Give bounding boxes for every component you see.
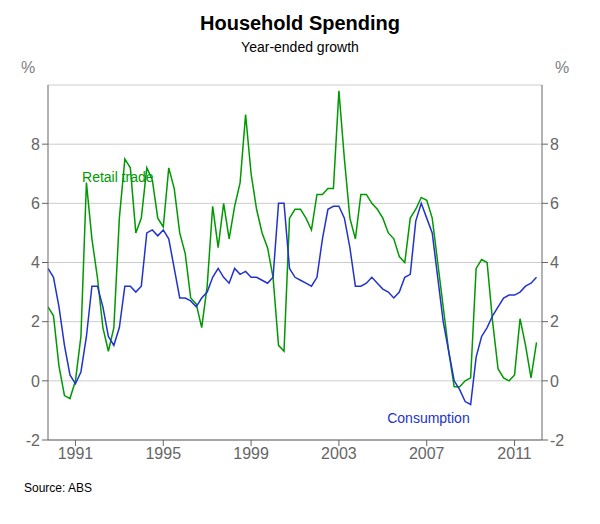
html-text:Household Spending: Household Spending <box>200 12 400 34</box>
svg-text:6: 6 <box>550 195 559 212</box>
svg-text:4: 4 <box>31 254 40 271</box>
svg-text:2007: 2007 <box>409 445 445 462</box>
svg-text:8: 8 <box>31 136 40 153</box>
svg-text:Consumption: Consumption <box>387 410 470 426</box>
svg-text:Retail trade: Retail trade <box>82 169 154 185</box>
svg-text:1995: 1995 <box>145 445 181 462</box>
svg-text:%: % <box>555 59 569 76</box>
svg-text:2011: 2011 <box>497 445 532 462</box>
html-text:Year-ended growth: Year-ended growth <box>241 39 359 55</box>
svg-text:8: 8 <box>550 136 559 153</box>
svg-text:0: 0 <box>31 373 40 390</box>
svg-text:1991: 1991 <box>58 445 94 462</box>
svg-text:1999: 1999 <box>233 445 269 462</box>
svg-text:2: 2 <box>31 313 40 330</box>
svg-text:6: 6 <box>31 195 40 212</box>
svg-text:0: 0 <box>550 373 559 390</box>
svg-text:2003: 2003 <box>321 445 357 462</box>
html-text:Source: ABS: Source: ABS <box>24 481 92 495</box>
svg-text:%: % <box>21 59 35 76</box>
svg-text:4: 4 <box>550 254 559 271</box>
svg-text:-2: -2 <box>550 432 564 449</box>
svg-text:2: 2 <box>550 313 559 330</box>
svg-text:-2: -2 <box>26 432 40 449</box>
